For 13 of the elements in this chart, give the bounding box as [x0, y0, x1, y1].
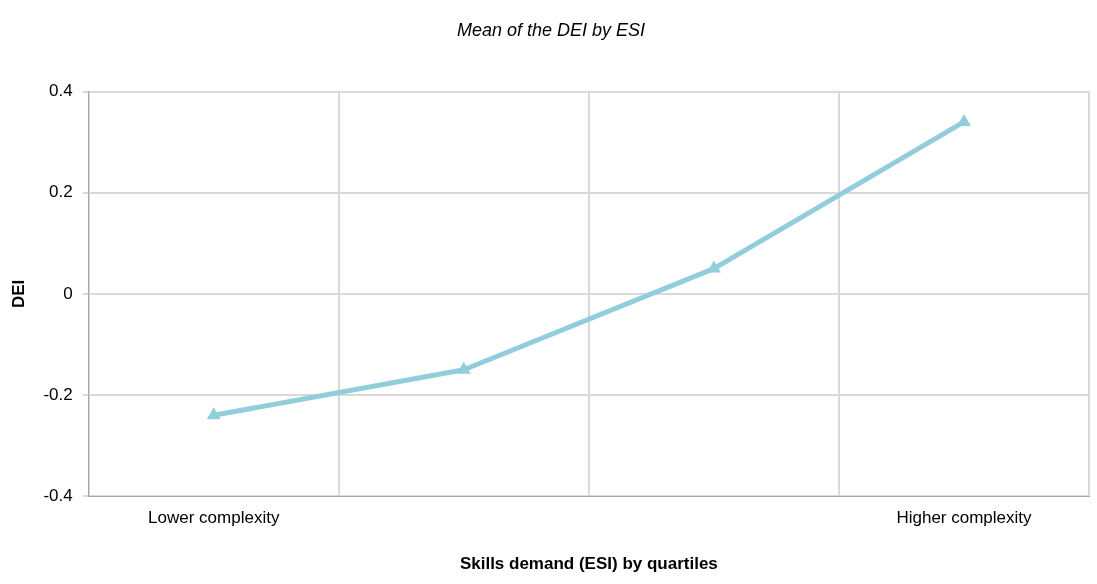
- point: [957, 113, 971, 126]
- y-tick-label: -0.4: [43, 485, 73, 505]
- point: [456, 361, 471, 374]
- y-axis-title: DEI: [8, 279, 28, 309]
- y-tick-label: 0.4: [49, 81, 73, 101]
- x-tick-label: Lower complexity: [148, 508, 280, 528]
- y-tick-label: 0.2: [49, 182, 73, 202]
- y-tick-label: 0: [63, 283, 73, 303]
- y-tick-label: -0.2: [43, 384, 73, 404]
- point: [206, 407, 221, 420]
- x-tick-label: Higher complexity: [896, 508, 1033, 528]
- chart-title: Mean of the DEI by ESI: [456, 19, 646, 40]
- x-axis-title: Skills demand (ESI) by quartiles: [459, 554, 718, 574]
